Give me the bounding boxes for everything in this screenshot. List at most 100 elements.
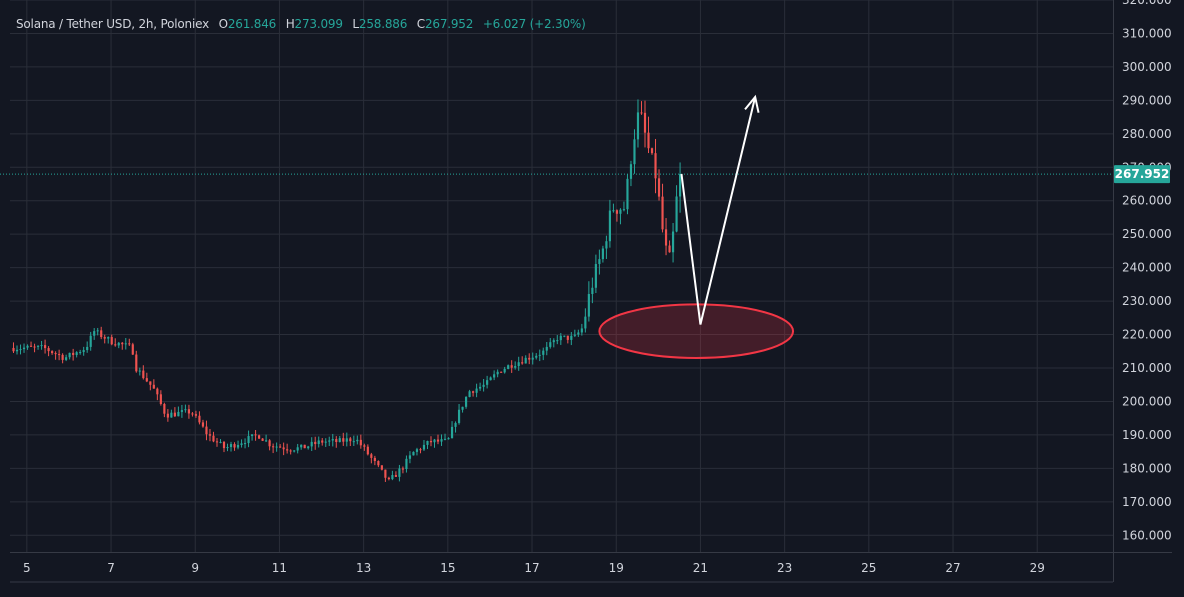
candle-body	[486, 380, 489, 385]
candle-body	[170, 412, 173, 418]
last-price-label: 267.952	[1115, 167, 1170, 181]
candle-body	[566, 335, 569, 340]
close-label: C	[416, 17, 425, 31]
candle-body	[464, 396, 468, 407]
candle-body	[149, 381, 152, 385]
x-tick-label: 19	[609, 561, 624, 575]
candle-body	[345, 438, 348, 442]
candle-body	[457, 409, 461, 423]
candle-body	[191, 413, 194, 415]
x-tick-label: 9	[191, 561, 199, 575]
candle-body	[507, 365, 510, 369]
candle-body	[479, 386, 482, 389]
candle-body	[68, 352, 71, 358]
candles	[12, 99, 682, 482]
candle-body	[436, 439, 440, 442]
x-tick-label: 21	[693, 561, 708, 575]
x-tick-label: 5	[23, 561, 31, 575]
y-tick-label: 320.000	[1122, 0, 1172, 7]
y-tick-label: 190.000	[1122, 428, 1172, 442]
candle-body	[373, 457, 376, 462]
candle-body	[493, 374, 496, 378]
candle-body	[212, 435, 215, 442]
candle-body	[380, 465, 383, 470]
candle-body	[82, 350, 85, 353]
low-value: 258.886	[358, 17, 408, 31]
y-tick-label: 260.000	[1122, 194, 1172, 208]
candle-body	[454, 422, 457, 427]
candle-body	[472, 391, 475, 393]
candle-body	[29, 345, 33, 347]
candle-body	[293, 450, 296, 452]
candle-body	[22, 347, 26, 350]
candle-body	[349, 438, 352, 442]
support-zone-ellipse[interactable]	[598, 303, 795, 359]
candle-body	[552, 340, 555, 343]
candle-body	[447, 438, 450, 440]
candle-body	[524, 357, 527, 364]
x-tick-label: 17	[524, 561, 539, 575]
candle-body	[219, 441, 222, 443]
last-price-badge	[1114, 165, 1170, 184]
candle-body	[461, 406, 464, 410]
candle-body	[615, 210, 619, 214]
candle-body	[114, 344, 117, 346]
candle-body	[342, 438, 345, 442]
low-label: L	[352, 17, 359, 31]
candle-body	[587, 294, 590, 317]
candle-body	[33, 346, 36, 348]
candle-body	[100, 330, 103, 338]
candle-body	[412, 451, 415, 456]
candle-body	[440, 439, 443, 442]
candle-body	[405, 458, 408, 469]
candle-body	[226, 447, 229, 449]
symbol-legend: Solana / Tether USD, 2h, Poloniex O261.8…	[16, 17, 586, 31]
candle-body	[317, 440, 320, 445]
candle-body	[201, 422, 205, 427]
candle-body	[538, 354, 541, 356]
candle-body	[640, 112, 643, 114]
candle-body	[356, 439, 359, 442]
candle-body	[131, 344, 134, 355]
candle-body	[272, 446, 275, 448]
candle-body	[528, 357, 531, 360]
x-tick-label: 15	[440, 561, 455, 575]
candle-body	[173, 412, 176, 417]
candle-body	[573, 334, 576, 336]
candle-body	[601, 248, 604, 260]
candle-body	[363, 445, 366, 447]
candle-body	[633, 139, 636, 165]
annotations	[0, 94, 1113, 359]
x-tick-label: 11	[272, 561, 287, 575]
candle-body	[184, 409, 187, 411]
candle-body	[163, 403, 166, 414]
candle-body	[359, 439, 362, 446]
candle-body	[394, 475, 397, 477]
candle-body	[650, 148, 654, 154]
projection-arrow[interactable]	[680, 96, 757, 325]
y-tick-label: 180.000	[1122, 461, 1172, 475]
candle-body	[279, 446, 282, 448]
candle-body	[426, 440, 429, 445]
candle-body	[675, 196, 678, 232]
candle-body	[366, 446, 369, 455]
candle-body	[370, 454, 373, 458]
candle-body	[391, 475, 394, 480]
candle-body	[61, 354, 64, 360]
candle-body	[282, 447, 285, 450]
candle-body	[121, 342, 124, 345]
candle-body	[331, 439, 334, 441]
candle-body	[591, 287, 594, 295]
candle-body	[559, 335, 562, 341]
y-tick-label: 250.000	[1122, 227, 1172, 241]
candle-body	[643, 112, 647, 133]
candle-body	[177, 411, 180, 417]
candle-body	[335, 439, 338, 443]
grid	[10, 0, 1113, 552]
candle-body	[387, 477, 390, 480]
candle-body	[303, 444, 306, 449]
candle-body	[433, 439, 436, 443]
candle-body	[661, 196, 664, 230]
